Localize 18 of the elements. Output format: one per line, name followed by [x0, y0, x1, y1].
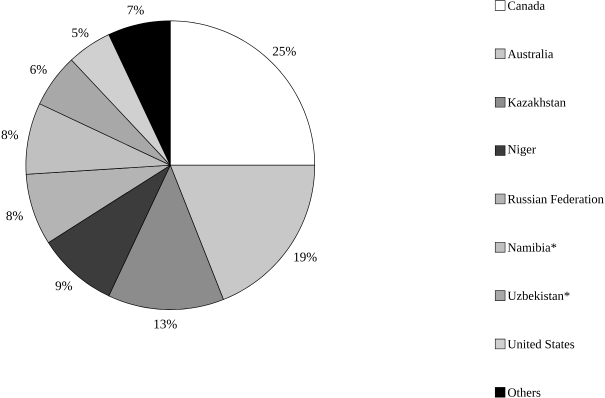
data-label: 8% [2, 130, 18, 140]
legend-label: Namibia* [508, 242, 556, 252]
legend-label: Kazakhstan [508, 98, 566, 107]
data-label: 25% [272, 46, 296, 56]
legend-label: Niger [508, 145, 536, 156]
data-label: 5% [72, 28, 88, 38]
legend-label: Australia [508, 50, 554, 58]
data-label: 7% [128, 6, 144, 15]
legend-label: Others [508, 388, 540, 397]
legend-label: Uzbekistan* [508, 291, 570, 300]
data-label: 13% [154, 320, 177, 329]
legend-label: United States [508, 340, 574, 348]
legend-label: Russian Federation [508, 194, 604, 204]
data-label: 8% [6, 211, 23, 220]
legend-label: Canada [508, 1, 545, 10]
data-label: 6% [30, 65, 47, 74]
data-label: 19% [294, 252, 317, 262]
data-label: 9% [56, 282, 72, 290]
